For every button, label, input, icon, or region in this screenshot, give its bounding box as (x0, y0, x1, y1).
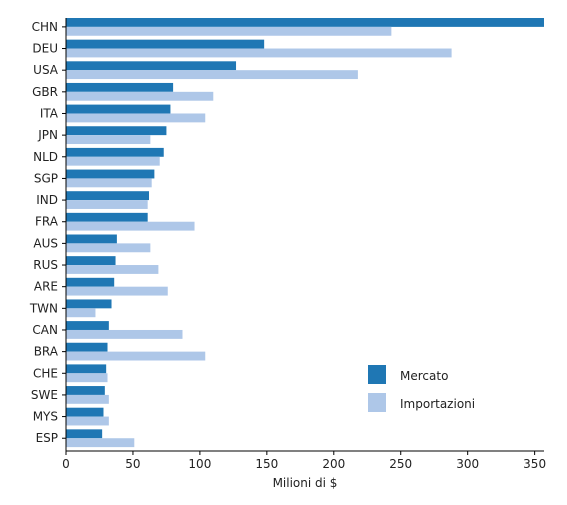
bar-sgp-mercato (66, 169, 155, 179)
y-tick-label-deu: DEU (32, 42, 58, 56)
bar-bra-mercato (66, 342, 108, 352)
bar-deu-mercato (66, 39, 265, 49)
y-tick-label-ita: ITA (40, 106, 59, 120)
bar-can-mercato (66, 321, 109, 330)
y-tick-label-sgp: SGP (34, 171, 58, 185)
bar-aus-mercato (66, 234, 117, 244)
y-tick-label-jpn: JPN (37, 128, 58, 142)
bar-twn-importazioni (66, 308, 96, 318)
bar-swe-mercato (66, 386, 105, 395)
bar-che-mercato (66, 364, 107, 374)
y-tick-label-aus: AUS (33, 236, 58, 250)
legend-swatch-mercato (368, 365, 386, 384)
bar-are-mercato (66, 277, 115, 287)
x-tick-label-150: 150 (255, 457, 278, 471)
bar-aus-importazioni (66, 243, 151, 253)
x-tick-label-350: 350 (523, 457, 546, 471)
bar-rus-importazioni (66, 265, 159, 274)
bar-esp-mercato (66, 429, 103, 439)
bar-rus-mercato (66, 256, 116, 266)
legend-label-mercato: Mercato (400, 369, 448, 383)
bar-che-importazioni (66, 373, 108, 383)
bar-mys-importazioni (66, 416, 109, 426)
x-axis-label: Milioni di $ (273, 476, 338, 490)
bar-mys-mercato (66, 407, 104, 417)
bar-are-importazioni (66, 286, 168, 296)
bar-jpn-importazioni (66, 135, 151, 145)
x-tick-label-250: 250 (389, 457, 412, 471)
bar-nld-mercato (66, 147, 164, 157)
bar-ind-importazioni (66, 200, 148, 209)
y-tick-label-usa: USA (33, 63, 59, 77)
bar-ita-importazioni (66, 113, 206, 123)
legend: Mercato Importazioni (368, 365, 475, 412)
bar-ita-mercato (66, 104, 171, 114)
y-tick-label-fra: FRA (35, 215, 59, 229)
y-tick-label-mys: MYS (33, 410, 58, 424)
y-tick-label-esp: ESP (36, 431, 58, 445)
x-tick-label-300: 300 (456, 457, 479, 471)
bar-deu-importazioni (66, 48, 452, 58)
bar-chn-importazioni (66, 26, 392, 36)
bar-jpn-mercato (66, 126, 167, 136)
axes (65, 18, 544, 452)
bar-sgp-importazioni (66, 178, 152, 188)
y-tick-label-nld: NLD (33, 150, 58, 164)
bar-usa-importazioni (66, 70, 358, 80)
y-tick-label-bra: BRA (34, 345, 59, 359)
bar-can-importazioni (66, 329, 183, 339)
bar-twn-mercato (66, 299, 112, 309)
y-tick-label-che: CHE (33, 366, 58, 380)
y-tick-label-swe: SWE (31, 388, 58, 402)
legend-swatch-importazioni (368, 393, 386, 412)
y-tick-label-twn: TWN (29, 301, 58, 315)
bar-esp-importazioni (66, 438, 135, 448)
x-ticks: 0 50 100 150 200 250 300 350 (62, 451, 546, 471)
y-tick-label-rus: RUS (33, 258, 58, 272)
x-tick-label-100: 100 (188, 457, 211, 471)
bar-swe-importazioni (66, 394, 109, 404)
y-tick-label-are: ARE (34, 280, 58, 294)
y-tick-label-chn: CHN (32, 20, 58, 34)
y-tick-label-can: CAN (32, 323, 58, 337)
bar-gbr-importazioni (66, 91, 214, 101)
bar-chn-mercato (66, 18, 544, 27)
bar-gbr-mercato (66, 82, 174, 92)
bar-fra-importazioni (66, 221, 195, 231)
x-tick-label-200: 200 (322, 457, 345, 471)
y-tick-label-gbr: GBR (32, 85, 58, 99)
bar-nld-importazioni (66, 156, 160, 166)
bar-ind-mercato (66, 191, 150, 201)
legend-label-importazioni: Importazioni (400, 397, 475, 411)
x-tick-label-50: 50 (125, 457, 140, 471)
bars (66, 18, 544, 448)
bar-fra-mercato (66, 212, 148, 222)
x-tick-label-0: 0 (62, 457, 70, 471)
bar-usa-mercato (66, 61, 237, 71)
y-tick-label-ind: IND (36, 193, 58, 207)
y-ticks: CHN DEU USA GBR ITA JPN NLD SGP IND FRA AUS RUS ARE T… (29, 20, 66, 445)
bar-bra-importazioni (66, 351, 206, 361)
